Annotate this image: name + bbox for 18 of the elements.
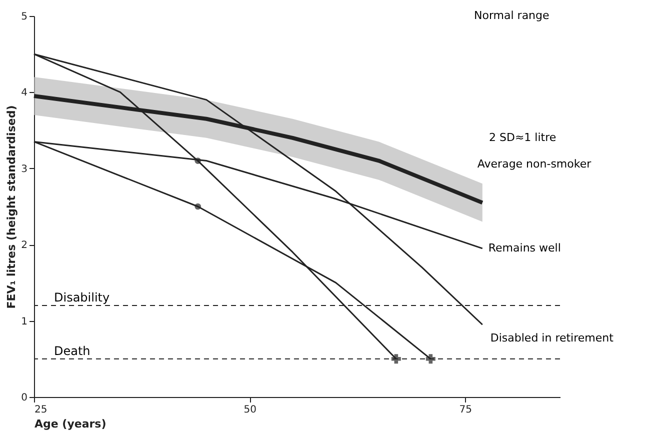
text: Average non-smoker xyxy=(477,158,592,171)
ref-line-label: Death xyxy=(54,344,90,358)
series-label: Remains well xyxy=(488,241,561,254)
series-label: Disabled in retirement xyxy=(490,332,614,345)
x-tick-label: 25 xyxy=(34,404,48,416)
y-tick-label: 2 xyxy=(21,240,28,252)
annotation: Normal range xyxy=(474,9,550,22)
x-tick-label: 75 xyxy=(459,404,472,416)
y-tick-label: 3 xyxy=(21,164,28,175)
ref-line-label: Disability xyxy=(54,290,110,305)
x-tick-label: 50 xyxy=(244,404,256,416)
y-tick-label: 0 xyxy=(21,392,28,404)
y-tick-label: 5 xyxy=(21,12,28,22)
x-axis-title: Age (years) xyxy=(34,418,106,430)
annotation: 2 SD≈1 litre xyxy=(489,131,556,144)
y-axis-title: FEV₁ litres (height standardised) xyxy=(5,105,18,309)
y-tick-label: 4 xyxy=(21,88,28,99)
y-tick-label: 1 xyxy=(21,316,28,328)
